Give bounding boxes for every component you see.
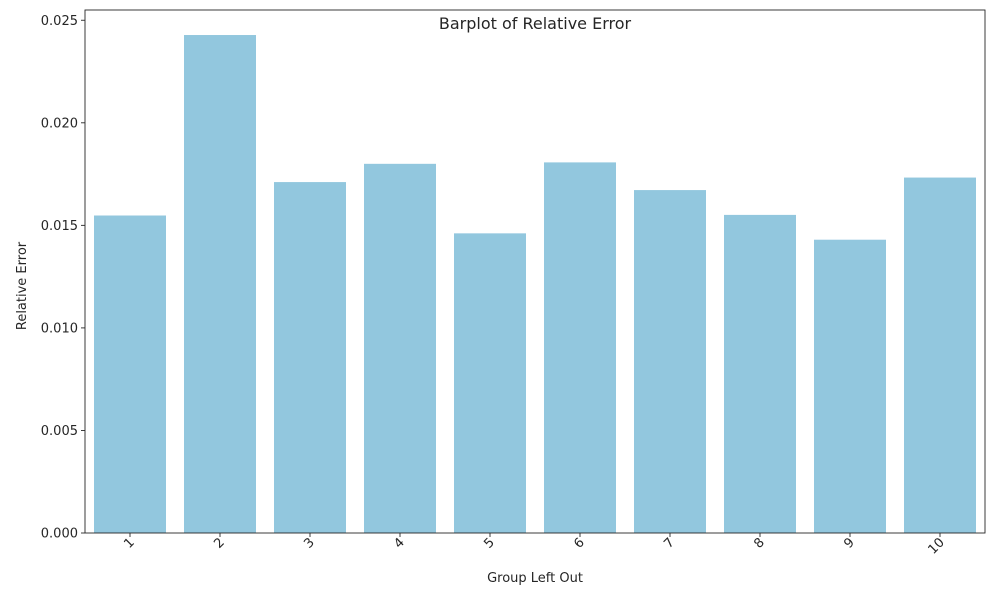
x-axis-ticks: 1 2 3 4 5 6 7 8 9 10 <box>121 533 948 558</box>
bars-group <box>94 35 976 534</box>
x-tick-label: 10 <box>926 535 948 557</box>
bar-group-5 <box>454 233 526 534</box>
bar-group-2 <box>184 35 256 533</box>
bar-group-4 <box>364 163 436 533</box>
chart-title: Barplot of Relative Error <box>439 14 632 33</box>
x-tick-label: 8 <box>751 535 767 551</box>
x-tick-label: 6 <box>571 535 587 551</box>
bar-group-1 <box>94 215 166 533</box>
y-axis-ticks: 0.000 0.005 0.010 0.015 0.020 0.025 <box>41 14 85 542</box>
bar-group-8 <box>724 214 796 533</box>
x-tick-label: 2 <box>211 535 227 551</box>
x-tick-label: 3 <box>301 535 317 551</box>
y-tick-label: 0.015 <box>41 219 78 234</box>
y-axis-title: Relative Error <box>15 241 30 330</box>
x-tick-label: 7 <box>661 535 677 551</box>
x-tick-label: 4 <box>391 535 407 551</box>
y-tick-label: 0.020 <box>41 116 78 131</box>
bar-group-3 <box>274 182 346 533</box>
y-tick-label: 0.005 <box>41 424 78 439</box>
y-tick-label: 0.000 <box>41 527 78 542</box>
x-tick-label: 5 <box>481 535 497 551</box>
y-tick-label: 0.025 <box>41 14 78 29</box>
x-axis-title: Group Left Out <box>487 571 583 586</box>
bar-group-6 <box>544 162 616 533</box>
y-tick-label: 0.010 <box>41 321 78 336</box>
x-tick-label: 1 <box>121 535 137 551</box>
bar-group-7 <box>634 190 706 533</box>
x-tick-label: 9 <box>841 535 857 551</box>
bar-group-10 <box>904 177 976 533</box>
bar-group-9 <box>814 239 886 533</box>
plot-frame <box>84 9 986 534</box>
